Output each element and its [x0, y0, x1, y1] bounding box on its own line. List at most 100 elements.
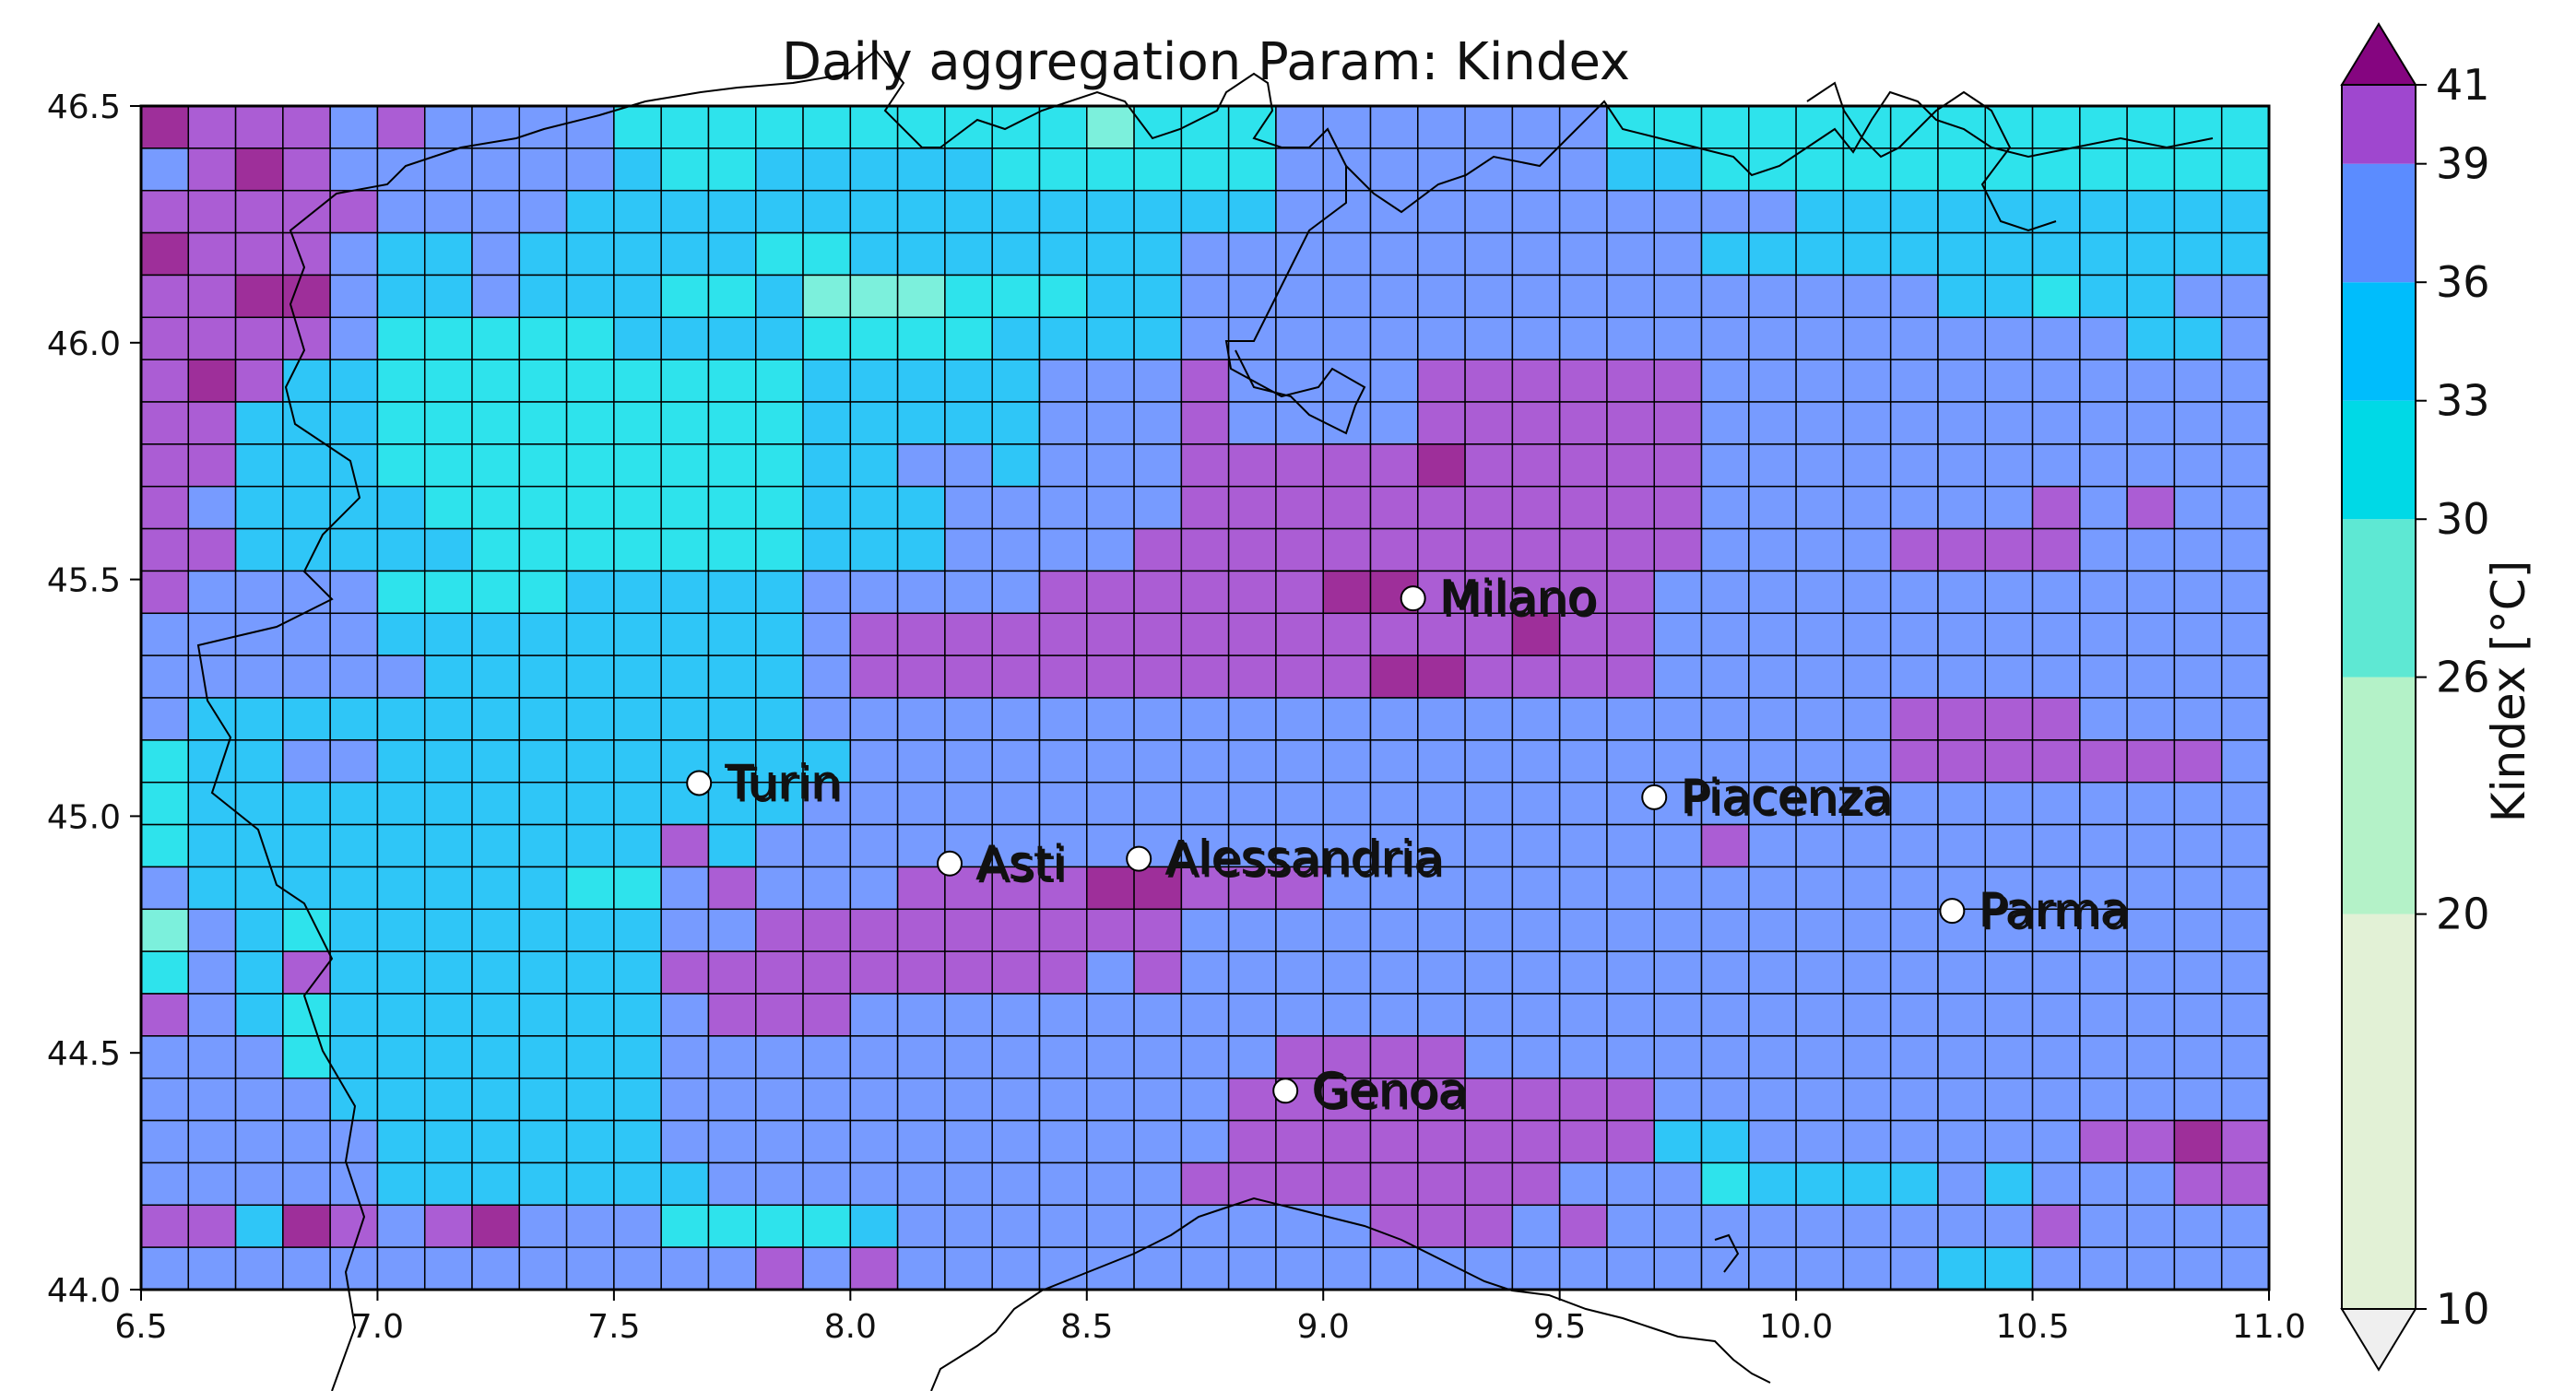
- grid-cell: [849, 105, 899, 149]
- grid-cell: [423, 274, 473, 319]
- grid-cell: [1842, 950, 1892, 995]
- grid-cell: [1984, 1077, 2034, 1122]
- grid-cell: [1606, 105, 1655, 149]
- grid-cell: [944, 189, 993, 234]
- grid-cell: [1417, 1077, 1466, 1122]
- grid-cell: [376, 570, 426, 615]
- grid-cell: [849, 401, 899, 445]
- grid-cell: [329, 359, 379, 403]
- grid-cell: [1038, 105, 1088, 149]
- grid-cell: [1937, 527, 1987, 572]
- grid-cell: [1606, 485, 1655, 530]
- grid-cell: [1889, 654, 1939, 699]
- grid-cell: [282, 1035, 331, 1079]
- grid-cell: [707, 443, 757, 488]
- grid-cell: [802, 823, 852, 868]
- grid-cell: [2173, 950, 2223, 995]
- grid-cell: [2031, 1161, 2081, 1207]
- grid-cell: [565, 1077, 615, 1122]
- grid-cell: [1748, 950, 1797, 995]
- grid-cell: [1795, 105, 1845, 149]
- grid-cell: [2079, 1035, 2128, 1079]
- grid-cell: [1653, 950, 1703, 995]
- grid-cell: [376, 993, 426, 1037]
- grid-cell: [1227, 1204, 1277, 1248]
- grid-cell: [187, 654, 237, 699]
- grid-cell: [2126, 147, 2176, 192]
- grid-cell: [1606, 1077, 1655, 1122]
- grid-cell: [1558, 231, 1608, 277]
- grid-cell: [755, 781, 804, 826]
- grid-cell: [1795, 443, 1845, 488]
- colorbar-tick-label: 41: [2436, 60, 2490, 110]
- grid-cell: [282, 147, 331, 192]
- grid-cell: [2220, 485, 2270, 530]
- grid-cell: [565, 527, 615, 572]
- grid-cell: [1227, 697, 1277, 741]
- grid-cell: [707, 485, 757, 530]
- grid-cell: [2173, 781, 2223, 826]
- grid-cell: [802, 485, 852, 530]
- grid-cell: [1984, 654, 2034, 699]
- grid-cell: [660, 654, 710, 699]
- grid-cell: [140, 274, 190, 319]
- grid-cell: [518, 1161, 568, 1207]
- grid-cell: [140, 739, 190, 784]
- grid-cell: [1086, 1119, 1135, 1164]
- grid-cell: [423, 908, 473, 952]
- grid-cell: [234, 1161, 284, 1207]
- grid-cell: [1558, 1077, 1608, 1122]
- grid-cell: [1606, 654, 1655, 699]
- grid-cell: [2220, 316, 2270, 360]
- grid-cell: [2173, 316, 2223, 360]
- grid-cell: [329, 866, 379, 911]
- grid-cell: [660, 570, 710, 615]
- grid-cell: [1606, 316, 1655, 360]
- grid-cell: [1937, 316, 1987, 360]
- grid-cell: [802, 993, 852, 1037]
- grid-cell: [755, 231, 804, 277]
- grid-cell: [707, 274, 757, 319]
- grid-cell: [849, 654, 899, 699]
- grid-cell: [471, 1035, 521, 1079]
- grid-cell: [1558, 570, 1608, 615]
- grid-cell: [234, 401, 284, 445]
- grid-cell: [140, 316, 190, 360]
- grid-cell: [423, 739, 473, 784]
- grid-cell: [1133, 570, 1183, 615]
- grid-cell: [1038, 189, 1088, 234]
- grid-cell: [187, 781, 237, 826]
- grid-cell: [1795, 697, 1845, 741]
- grid-cell: [1417, 866, 1466, 911]
- x-tick-label: 8.0: [824, 1308, 877, 1346]
- y-tick-label: 45.5: [47, 562, 121, 600]
- grid-cell: [140, 147, 190, 192]
- grid-cell: [1937, 274, 1987, 319]
- city-marker: [686, 770, 713, 796]
- grid-cell: [1606, 231, 1655, 277]
- grid-cell: [187, 401, 237, 445]
- grid-cell: [1180, 612, 1230, 656]
- grid-cell: [1227, 1119, 1277, 1164]
- grid-cell: [613, 739, 662, 784]
- grid-cell: [187, 1204, 237, 1248]
- grid-cell: [234, 274, 284, 319]
- grid-cell: [140, 570, 190, 615]
- grid-cell: [1180, 950, 1230, 995]
- grid-cell: [1937, 189, 1987, 234]
- grid-cell: [1369, 443, 1419, 488]
- grid-cell: [376, 1246, 426, 1291]
- city-marker: [1272, 1078, 1299, 1104]
- grid-cell: [1511, 359, 1561, 403]
- grid-cell: [1937, 105, 1987, 149]
- grid-cell: [1275, 697, 1324, 741]
- grid-cell: [234, 866, 284, 911]
- grid-cell: [896, 147, 946, 192]
- grid-cell: [471, 823, 521, 868]
- grid-cell: [140, 1204, 190, 1248]
- grid-cell: [471, 189, 521, 234]
- grid-cell: [2126, 654, 2176, 699]
- grid-cell: [1606, 527, 1655, 572]
- grid-cell: [1417, 527, 1466, 572]
- grid-cell: [1700, 1161, 1750, 1207]
